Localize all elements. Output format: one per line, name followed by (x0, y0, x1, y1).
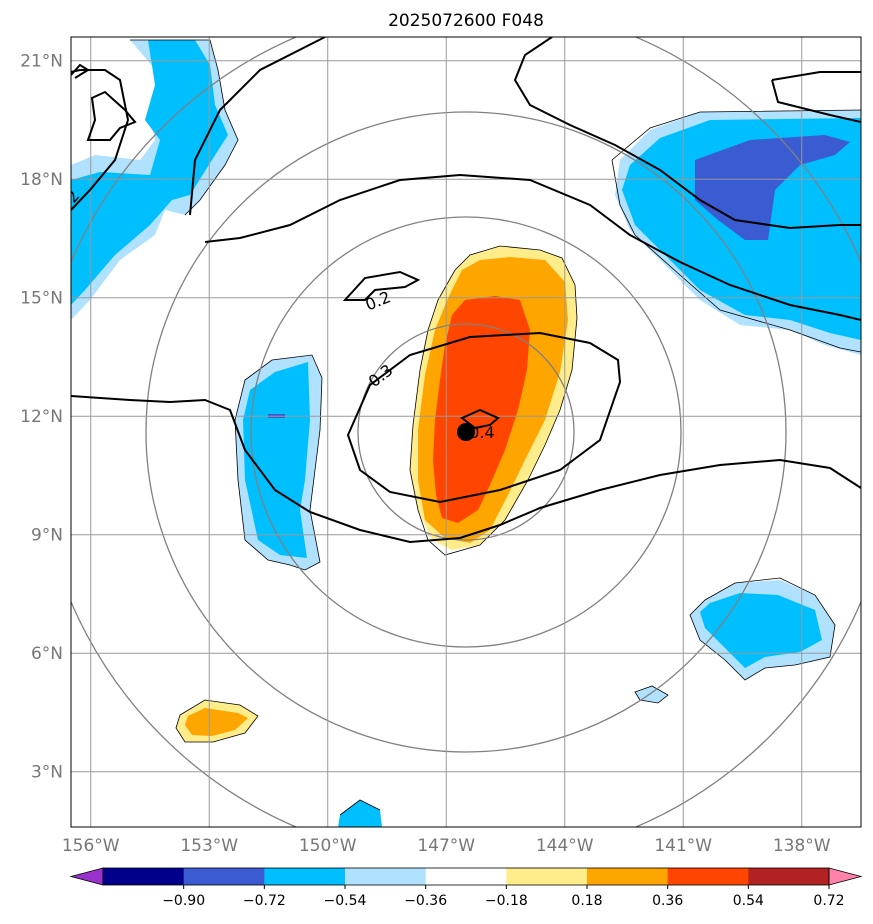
colorbar-cell (667, 868, 749, 885)
contour-03-ring (346, 331, 622, 504)
range-rings (71, 37, 861, 827)
negative-region-northeast-strong (695, 135, 850, 240)
longitude-tick-labels: 156°W 153°W 150°W 147°W 144°W 141°W 138°W (62, 836, 831, 856)
contour-top-band (189, 37, 326, 216)
lat-tick-label: 15°N (20, 289, 63, 309)
colorbar-outline (102, 867, 830, 886)
contour-left-top (71, 69, 130, 211)
colorbar-cells (69, 867, 863, 886)
negative-region-west-core (243, 362, 310, 558)
colorbar-cell (506, 868, 588, 885)
colorbar-tick-label: 0.54 (733, 893, 764, 909)
lon-tick-label: 138°W (773, 836, 831, 856)
positive-region-central-strong (433, 296, 530, 523)
contour-northeast-2 (771, 71, 861, 81)
colorbar-tick-label: −0.90 (162, 893, 205, 909)
lon-tick-label: 141°W (654, 836, 712, 856)
contour-03 (71, 395, 861, 544)
colorbar-tick-labels: −0.90 −0.72 −0.54 −0.36 −0.18 0.18 0.36 0.54 0.7… (162, 885, 845, 909)
contour-top-band-2 (204, 173, 861, 321)
colorbar-extend-max (828, 867, 863, 886)
colorbar-tick-label: −0.18 (485, 893, 528, 909)
storm-center-marker (457, 423, 475, 441)
colorbar-cell (264, 868, 346, 885)
lon-tick-label: 153°W (180, 836, 238, 856)
colorbar-cell (345, 868, 427, 885)
colorbar-tick-label: −0.72 (243, 893, 286, 909)
colorbar-extend-min (69, 867, 104, 886)
thick-contour-layer (71, 37, 861, 544)
colorbar-tick-label: 0.18 (571, 893, 602, 909)
lat-tick-label: 12°N (20, 407, 63, 427)
contour-left-top-3 (71, 63, 90, 79)
lat-tick-label: 21°N (20, 52, 63, 72)
contour-label-04: 0.4 (469, 423, 494, 442)
contour-02-small (342, 270, 421, 301)
gridlines (71, 37, 861, 827)
colorbar-tick-label: −0.54 (324, 893, 367, 909)
chart-title: 2025072600 F048 (388, 11, 544, 31)
lat-tick-label: 9°N (31, 526, 63, 546)
lon-tick-label: 150°W (299, 836, 357, 856)
latitude-tick-labels: 21°N 18°N 15°N 12°N 9°N 6°N 3°N (20, 52, 63, 783)
colorbar: −0.90 −0.72 −0.54 −0.36 −0.18 0.18 0.36 0.54 0.7… (69, 867, 863, 909)
lon-tick-label: 144°W (536, 836, 594, 856)
colorbar-cell (587, 868, 669, 885)
lon-tick-label: 156°W (62, 836, 120, 856)
colorbar-tick-label: 0.72 (813, 893, 844, 909)
negative-region-small-south (338, 800, 382, 827)
colorbar-cell (103, 868, 185, 885)
plot-border (70, 36, 862, 828)
lat-tick-label: 3°N (31, 763, 63, 783)
shaded-field-layer (71, 40, 861, 827)
contour-northeast-3 (771, 79, 861, 123)
lat-tick-label: 6°N (31, 644, 63, 664)
colorbar-tick-label: −0.36 (404, 893, 447, 909)
contour-northeast (513, 37, 861, 230)
lon-tick-label: 147°W (417, 836, 475, 856)
colorbar-cell (748, 868, 830, 885)
colorbar-cell (425, 868, 507, 885)
positive-region-southwest-core (185, 708, 248, 736)
negative-region-northwest-core (71, 40, 228, 305)
contour-left-top-2 (86, 90, 137, 141)
lat-tick-label: 18°N (20, 170, 63, 190)
plot-area: 0.2 0.3 0.4 2 (71, 37, 861, 827)
colorbar-tick-label: 0.36 (652, 893, 683, 909)
colorbar-cell (183, 868, 265, 885)
